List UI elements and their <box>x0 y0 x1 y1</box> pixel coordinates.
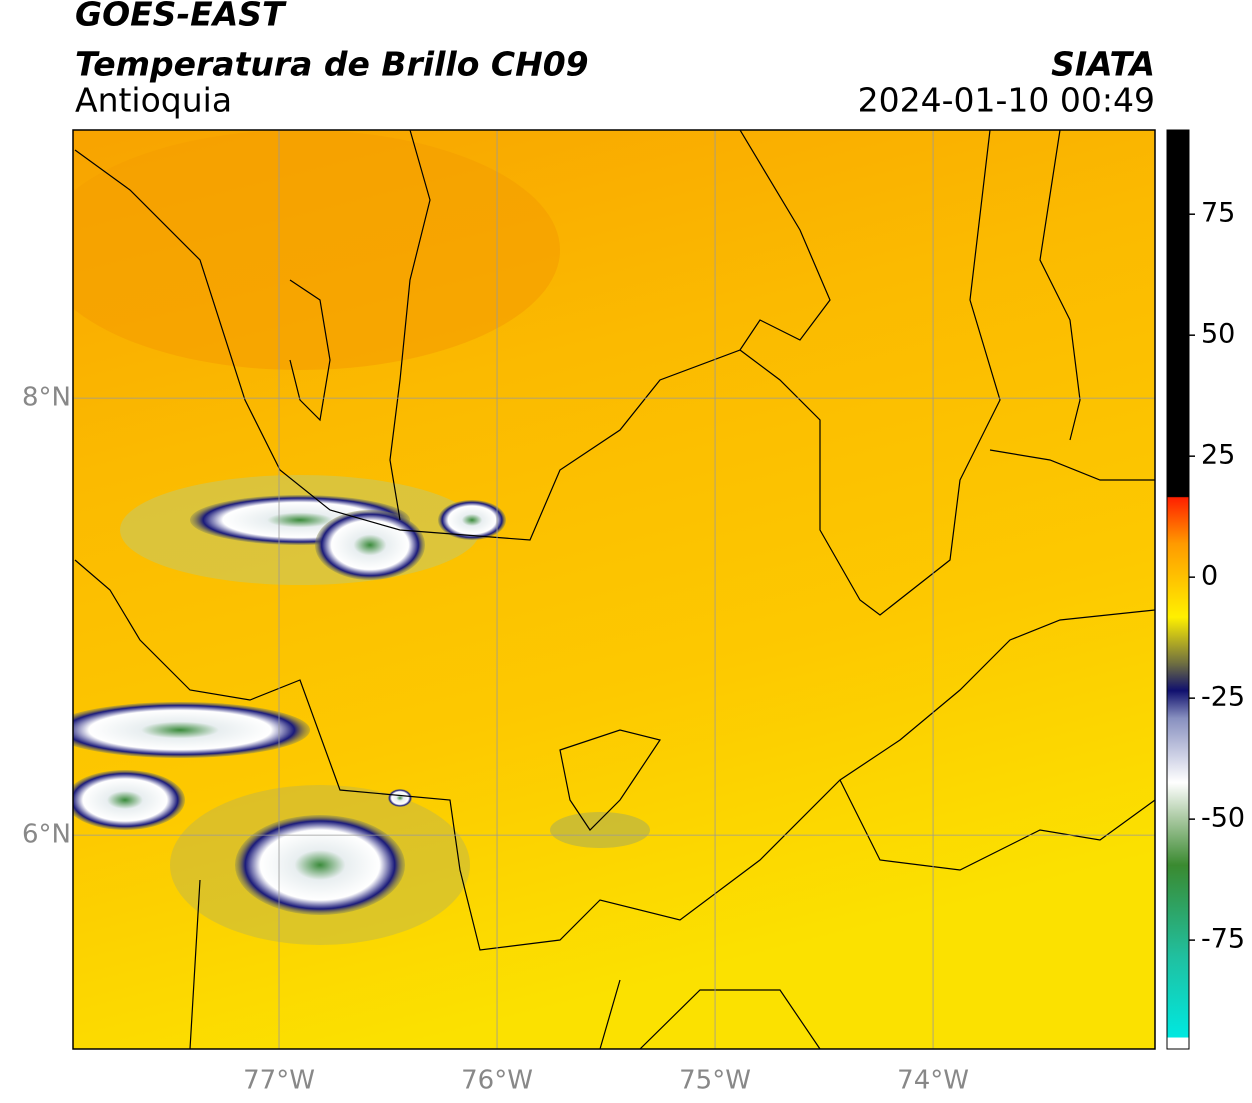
cloud-halo <box>550 812 650 848</box>
colorbar <box>1166 129 1190 1050</box>
colorbar-tick-label: -75 <box>1201 924 1245 955</box>
border <box>989 449 1155 481</box>
colorbar-tick-label: 75 <box>1201 198 1235 229</box>
cloud <box>388 789 412 807</box>
warm-zone <box>73 130 560 370</box>
lon-tick-label: 74°W <box>897 1066 969 1096</box>
cloud <box>315 510 425 580</box>
border <box>189 879 621 1049</box>
border <box>74 559 1155 951</box>
cloud <box>438 500 506 540</box>
lat-tick-label: 8°N <box>22 383 71 413</box>
border <box>74 130 831 541</box>
colorbar-tick-label: 50 <box>1201 319 1235 350</box>
title: Temperatura de Brillo CH09 <box>75 45 589 84</box>
lat-tick-label: 6°N <box>22 820 71 850</box>
cloud <box>73 702 310 758</box>
source: GOES-EAST <box>75 0 287 34</box>
colorbar-tick-label: -50 <box>1201 803 1245 834</box>
borders <box>74 130 1155 1049</box>
border <box>559 729 661 831</box>
axes: 77°W 76°W 75°W 74°W 8°N 6°N 75 50 25 0 -25 -50 -75 <box>22 198 1245 1096</box>
agency: SIATA <box>1051 45 1155 84</box>
border <box>739 130 1001 616</box>
datetime: 2024-01-10 00:49 <box>858 81 1155 120</box>
map-frame <box>72 129 1156 1050</box>
border <box>639 989 821 1049</box>
map-field <box>73 130 1155 1049</box>
cloud <box>235 815 405 915</box>
border <box>1039 130 1081 441</box>
lon-tick-label: 76°W <box>461 1066 533 1096</box>
colorbar-tick-label: 0 <box>1201 561 1218 592</box>
lon-tick-label: 77°W <box>243 1066 315 1096</box>
cloud <box>73 770 185 830</box>
grid <box>73 130 1155 1049</box>
colorbar-tick-label: 25 <box>1201 440 1235 471</box>
colorbar-tick-label: -25 <box>1201 682 1245 713</box>
coast <box>289 279 331 422</box>
border <box>839 779 1155 871</box>
lon-tick-label: 75°W <box>679 1066 751 1096</box>
border <box>389 130 431 521</box>
region: Antioquia <box>75 81 232 120</box>
